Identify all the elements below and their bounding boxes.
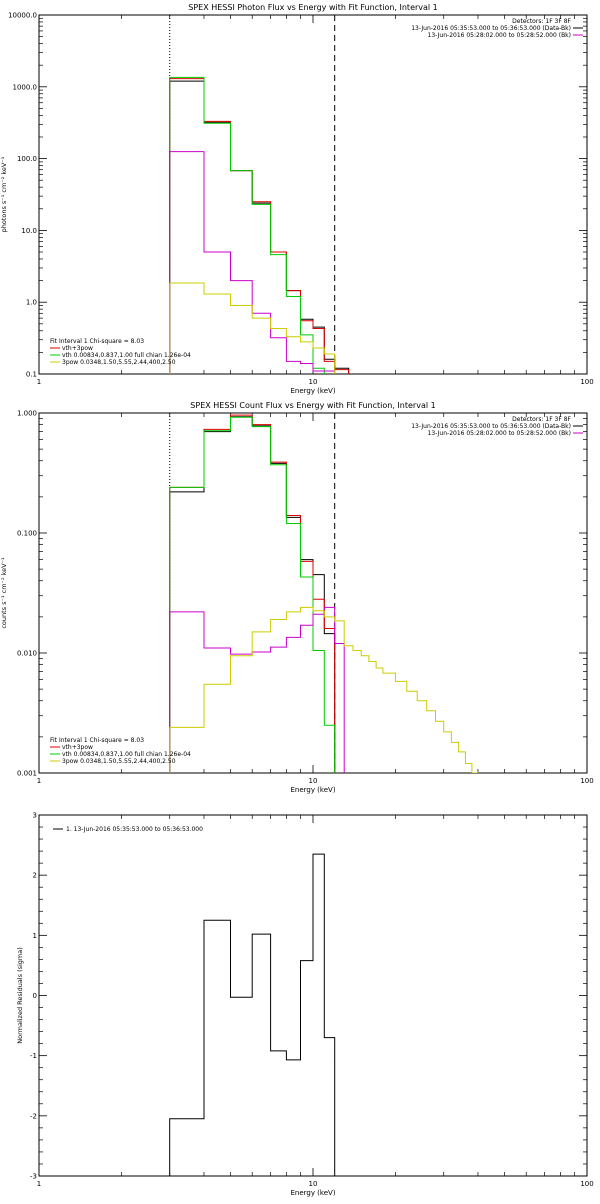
legend-interval-1: 13-Jun-2016 05:35:53.000 to 05:36:53.000… [411,423,571,430]
legend-detectors: Detectors: 1F 3F 8F [512,416,571,423]
y-tick-label: 10.0 [21,227,37,235]
series-4-histogram [169,606,345,773]
x-axis-label: Energy (keV) [290,1189,335,1197]
y-tick-label: -3 [30,1173,37,1181]
legend-detectors: Detectors: 1F 3F 8F [512,18,571,25]
series-4-histogram [169,151,336,374]
y-tick-label: 1.000 [17,410,37,418]
y-tick-label: 1.0 [26,299,37,307]
legend-fit-3: 3pow 0.0348,1.50,5.55,2.44,400,2.50 [62,359,176,366]
legend-fit-interval: Fit Interval 1 Chi-square = 8.03 [50,737,144,744]
chart-2: SPEX HESSI Count Flux vs Energy with Fit… [0,401,594,794]
series-1-histogram [169,416,336,773]
legend-fit-3: 3pow 0.0348,1.50,5.55,2.44,400,2.50 [62,758,176,765]
y-tick-label: 3 [33,812,37,820]
legend-fit-1: vth+3pow [62,744,93,751]
y-axis-label: photons s⁻¹ cm⁻² keV⁻¹ [0,156,8,232]
y-tick-label: 1 [33,932,37,940]
plot-area [169,413,479,773]
y-tick-label: 2 [33,872,37,880]
y-tick-label: 100.0 [17,155,37,163]
series-2-histogram [169,414,336,773]
legend-fit-2: vth 0.00834,0.837,1.00 full chian 1.26e-… [62,352,191,359]
x-tick-label: 10 [309,777,318,785]
x-tick-label: 100 [580,1180,593,1188]
legend-residual-interval: 1. 13-Jun-2016 05:35:53.000 to 05:36:53.… [66,826,203,833]
y-axis-label: Normalized Residuals (sigma) [16,947,24,1044]
y-tick-label: 0.100 [17,530,37,538]
series-5-histogram [169,282,336,374]
legend-interval-2: 13-Jun-2016 05:28:02.000 to 05:28:52.000… [428,32,571,39]
chart-1: SPEX HESSI Photon Flux vs Energy with Fi… [0,3,594,395]
y-tick-label: 10000.0 [8,12,37,20]
x-tick-label: 100 [580,777,593,785]
x-tick-label: 1 [37,1180,41,1188]
series-1-histogram [169,853,336,1176]
x-tick-label: 100 [580,378,593,386]
legend-interval-1: 13-Jun-2016 05:35:53.000 to 05:36:53.000… [411,25,571,32]
y-tick-label: -2 [30,1112,37,1120]
y-tick-label: 0.1 [26,371,37,379]
y-tick-label: -1 [30,1052,37,1060]
plot-area [169,853,336,1176]
plot-area [169,15,350,374]
x-tick-label: 10 [309,378,318,386]
y-tick-label: 0 [33,992,37,1000]
series-5-histogram [169,606,479,773]
chart-3: 1 10 100 Energy (keV) -3 -2 -1 0 1 2 3 Normalized R… [16,812,594,1198]
legend-interval-2: 13-Jun-2016 05:28:02.000 to 05:28:52.000… [428,430,571,437]
x-tick-label: 10 [309,1180,318,1188]
series-3-histogram [169,76,325,374]
series-3-histogram [169,416,336,773]
legend-fit-2: vth 0.00834,0.837,1.00 full chian 1.26e-… [62,751,191,758]
legend-fit-1: vth+3pow [62,345,93,352]
y-tick-label: 1000.0 [13,83,38,91]
legend-fit-interval: Fit Interval 1 Chi-square = 8.03 [50,338,144,345]
chart-title: SPEX HESSI Count Flux vs Energy with Fit… [190,401,435,410]
x-tick-label: 1 [37,777,41,785]
x-tick-label: 1 [37,378,41,386]
y-tick-label: 0.010 [17,650,37,658]
y-tick-label: 0.001 [17,770,37,778]
chart-title: SPEX HESSI Photon Flux vs Energy with Fi… [188,3,438,12]
x-axis-label: Energy (keV) [290,786,335,794]
y-axis-label: counts s⁻¹ cm⁻² keV⁻¹ [0,557,8,629]
x-axis-label: Energy (keV) [290,387,335,395]
